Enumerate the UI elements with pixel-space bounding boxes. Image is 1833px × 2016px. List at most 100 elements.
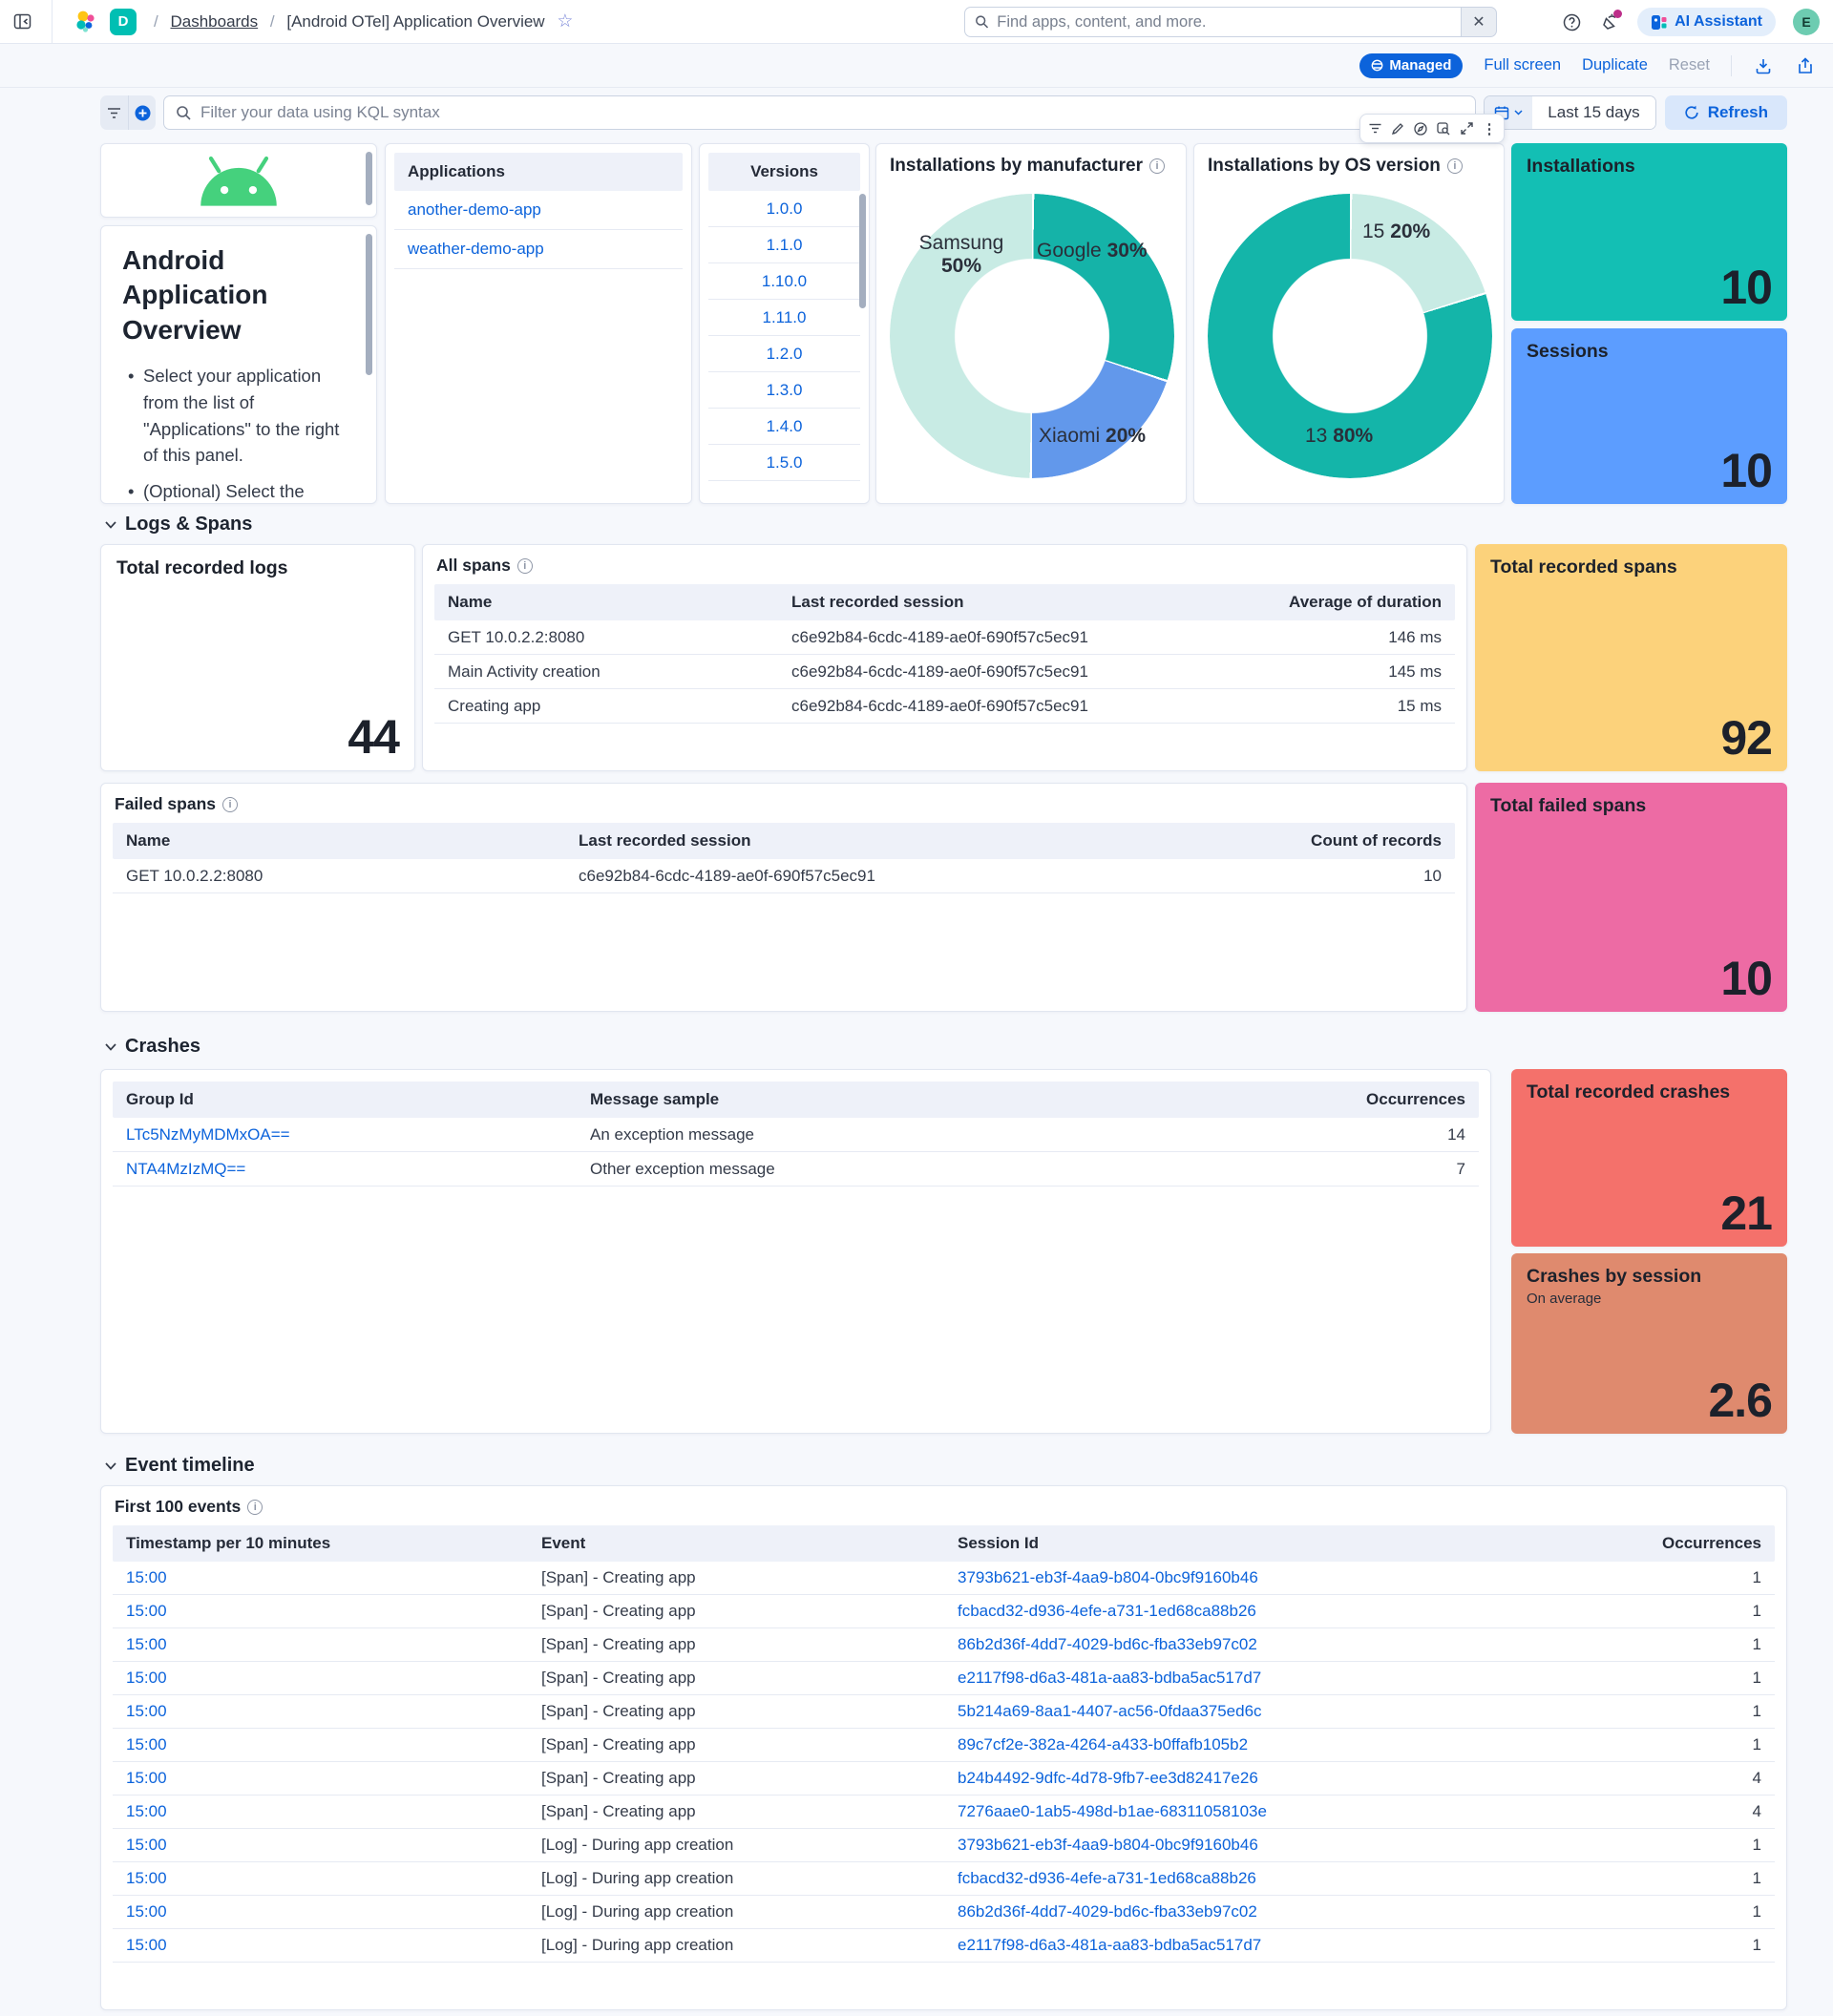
session-link[interactable]: fcbacd32-d936-4efe-a731-1ed68ca88b26 bbox=[958, 1602, 1256, 1620]
panel-filter-icon[interactable] bbox=[1366, 120, 1383, 137]
table-row[interactable]: 15:00 [Span] - Creating app 5b214a69-8aa… bbox=[113, 1695, 1775, 1729]
timestamp-link[interactable]: 15:00 bbox=[126, 1836, 167, 1854]
list-item[interactable]: another-demo-app bbox=[394, 191, 683, 230]
download-icon[interactable] bbox=[1753, 55, 1774, 76]
list-item[interactable]: 1.2.0 bbox=[708, 336, 860, 372]
panel-explore-icon[interactable] bbox=[1412, 120, 1429, 137]
timestamp-link[interactable]: 15:00 bbox=[126, 1568, 167, 1586]
scrollbar[interactable] bbox=[366, 152, 372, 205]
info-icon[interactable]: i bbox=[1149, 158, 1166, 174]
session-link[interactable]: 89c7cf2e-382a-4264-a433-b0ffafb105b2 bbox=[958, 1735, 1249, 1754]
crash-group-link[interactable]: LTc5NzMyMDMxOA== bbox=[126, 1124, 290, 1144]
panel-more-actions-icon[interactable]: ⋮ bbox=[1482, 120, 1497, 137]
table-row[interactable]: 15:00 [Span] - Creating app 86b2d36f-4dd… bbox=[113, 1628, 1775, 1662]
version-link[interactable]: 1.10.0 bbox=[761, 271, 808, 290]
breadcrumb-dashboards-link[interactable]: Dashboards bbox=[170, 12, 259, 31]
session-link[interactable]: 86b2d36f-4dd7-4029-bd6c-fba33eb97c02 bbox=[958, 1902, 1257, 1921]
session-link[interactable]: 3793b621-eb3f-4aa9-b804-0bc9f9160b46 bbox=[958, 1568, 1258, 1586]
table-row[interactable]: Creating app c6e92b84-6cdc-4189-ae0f-690… bbox=[434, 689, 1455, 724]
table-row[interactable]: 15:00 [Span] - Creating app 89c7cf2e-382… bbox=[113, 1729, 1775, 1762]
share-icon[interactable] bbox=[1795, 55, 1816, 76]
application-link[interactable]: another-demo-app bbox=[408, 200, 541, 219]
session-link[interactable]: b24b4492-9dfc-4d78-9fb7-ee3d82417e26 bbox=[958, 1769, 1258, 1787]
full-screen-button[interactable]: Full screen bbox=[1484, 56, 1562, 74]
application-link[interactable]: weather-demo-app bbox=[408, 240, 544, 258]
table-row[interactable]: 15:00 [Log] - During app creation 3793b6… bbox=[113, 1829, 1775, 1862]
session-link[interactable]: fcbacd32-d936-4efe-a731-1ed68ca88b26 bbox=[958, 1869, 1256, 1887]
table-row[interactable]: GET 10.0.2.2:8080 c6e92b84-6cdc-4189-ae0… bbox=[434, 620, 1455, 655]
total-recorded-crashes-metric[interactable]: Total recorded crashes 21 bbox=[1511, 1069, 1787, 1247]
table-row[interactable]: 15:00 [Span] - Creating app b24b4492-9df… bbox=[113, 1762, 1775, 1796]
timestamp-link[interactable]: 15:00 bbox=[126, 1702, 167, 1720]
timestamp-link[interactable]: 15:00 bbox=[126, 1936, 167, 1954]
list-item[interactable]: 1.3.0 bbox=[708, 372, 860, 409]
news-icon[interactable] bbox=[1599, 10, 1623, 32]
timestamp-link[interactable]: 15:00 bbox=[126, 1769, 167, 1787]
table-row[interactable]: 15:00 [Log] - During app creation e2117f… bbox=[113, 1929, 1775, 1963]
help-icon[interactable] bbox=[1561, 11, 1582, 32]
table-row[interactable]: LTc5NzMyMDMxOA== An exception message 14 bbox=[113, 1118, 1479, 1152]
add-filter-button[interactable] bbox=[128, 95, 156, 130]
space-badge[interactable]: D bbox=[110, 8, 137, 35]
list-item[interactable]: 1.1.0 bbox=[708, 227, 860, 263]
total-recorded-spans-metric[interactable]: Total recorded spans 92 bbox=[1475, 544, 1787, 771]
global-search-input[interactable] bbox=[997, 12, 1451, 32]
timestamp-link[interactable]: 15:00 bbox=[126, 1802, 167, 1820]
info-icon[interactable]: i bbox=[247, 1499, 263, 1515]
session-link[interactable]: 5b214a69-8aa1-4407-ac56-0fdaa375ed6c bbox=[958, 1702, 1262, 1720]
user-avatar[interactable]: E bbox=[1793, 9, 1820, 35]
refresh-button[interactable]: Refresh bbox=[1664, 95, 1787, 130]
os-version-donut-chart[interactable] bbox=[1208, 194, 1492, 478]
version-link[interactable]: 1.3.0 bbox=[766, 380, 803, 399]
list-item[interactable]: 1.0.0 bbox=[708, 191, 860, 227]
table-row[interactable]: Main Activity creation c6e92b84-6cdc-418… bbox=[434, 655, 1455, 689]
sessions-metric[interactable]: Sessions 10 bbox=[1511, 328, 1787, 504]
version-link[interactable]: 1.4.0 bbox=[766, 416, 803, 435]
info-icon[interactable]: i bbox=[516, 557, 533, 574]
total-failed-spans-metric[interactable]: Total failed spans 10 bbox=[1475, 783, 1787, 1012]
version-link[interactable]: 1.0.0 bbox=[766, 199, 803, 218]
session-link[interactable]: 7276aae0-1ab5-498d-b1ae-68311058103e bbox=[958, 1802, 1267, 1820]
timestamp-link[interactable]: 15:00 bbox=[126, 1869, 167, 1887]
timestamp-link[interactable]: 15:00 bbox=[126, 1735, 167, 1754]
panel-annotate-icon[interactable] bbox=[1389, 120, 1406, 137]
list-item[interactable]: 1.10.0 bbox=[708, 263, 860, 300]
session-link[interactable]: e2117f98-d6a3-481a-aa83-bdba5ac517d7 bbox=[958, 1936, 1262, 1954]
session-link[interactable]: e2117f98-d6a3-481a-aa83-bdba5ac517d7 bbox=[958, 1669, 1262, 1687]
filter-menu-button[interactable] bbox=[100, 95, 128, 130]
table-row[interactable]: NTA4MzIzMQ== Other exception message 7 bbox=[113, 1152, 1479, 1186]
crashes-by-session-metric[interactable]: Crashes by session On average 2.6 bbox=[1511, 1253, 1787, 1434]
search-clear-button[interactable]: ✕ bbox=[1461, 7, 1497, 37]
panel-expand-icon[interactable] bbox=[1458, 120, 1475, 137]
reset-button[interactable]: Reset bbox=[1668, 56, 1710, 74]
manufacturer-donut-chart[interactable] bbox=[890, 194, 1174, 478]
timestamp-link[interactable]: 15:00 bbox=[126, 1602, 167, 1620]
table-row[interactable]: 15:00 [Span] - Creating app 3793b621-eb3… bbox=[113, 1562, 1775, 1595]
favorite-star-icon[interactable]: ☆ bbox=[557, 11, 574, 32]
time-range-value[interactable]: Last 15 days bbox=[1532, 96, 1655, 129]
managed-badge[interactable]: Managed bbox=[1359, 52, 1464, 78]
section-crashes[interactable]: Crashes bbox=[105, 1036, 200, 1058]
scrollbar[interactable] bbox=[366, 234, 372, 375]
list-item[interactable]: weather-demo-app bbox=[394, 230, 683, 269]
info-icon[interactable]: i bbox=[222, 796, 239, 812]
version-link[interactable]: 1.5.0 bbox=[766, 452, 803, 472]
list-item[interactable]: 1.5.0 bbox=[708, 445, 860, 481]
table-row[interactable]: GET 10.0.2.2:8080 c6e92b84-6cdc-4189-ae0… bbox=[113, 859, 1455, 893]
session-link[interactable]: 86b2d36f-4dd7-4029-bd6c-fba33eb97c02 bbox=[958, 1635, 1257, 1653]
table-row[interactable]: 15:00 [Span] - Creating app fcbacd32-d93… bbox=[113, 1595, 1775, 1628]
scrollbar[interactable] bbox=[859, 194, 866, 308]
session-link[interactable]: 3793b621-eb3f-4aa9-b804-0bc9f9160b46 bbox=[958, 1836, 1258, 1854]
section-event-timeline[interactable]: Event timeline bbox=[105, 1455, 255, 1477]
total-recorded-logs-panel[interactable]: Total recorded logs 44 bbox=[100, 544, 415, 771]
installations-metric[interactable]: Installations 10 bbox=[1511, 143, 1787, 321]
crash-group-link[interactable]: NTA4MzIzMQ== bbox=[126, 1159, 246, 1178]
info-icon[interactable]: i bbox=[1446, 158, 1463, 174]
timestamp-link[interactable]: 15:00 bbox=[126, 1635, 167, 1653]
list-item[interactable]: 1.11.0 bbox=[708, 300, 860, 336]
duplicate-button[interactable]: Duplicate bbox=[1582, 56, 1648, 74]
collapse-sidebar-icon[interactable] bbox=[11, 11, 32, 32]
timestamp-link[interactable]: 15:00 bbox=[126, 1902, 167, 1921]
table-row[interactable]: 15:00 [Span] - Creating app e2117f98-d6a… bbox=[113, 1662, 1775, 1695]
ai-assistant-button[interactable]: AI Assistant bbox=[1637, 8, 1776, 36]
